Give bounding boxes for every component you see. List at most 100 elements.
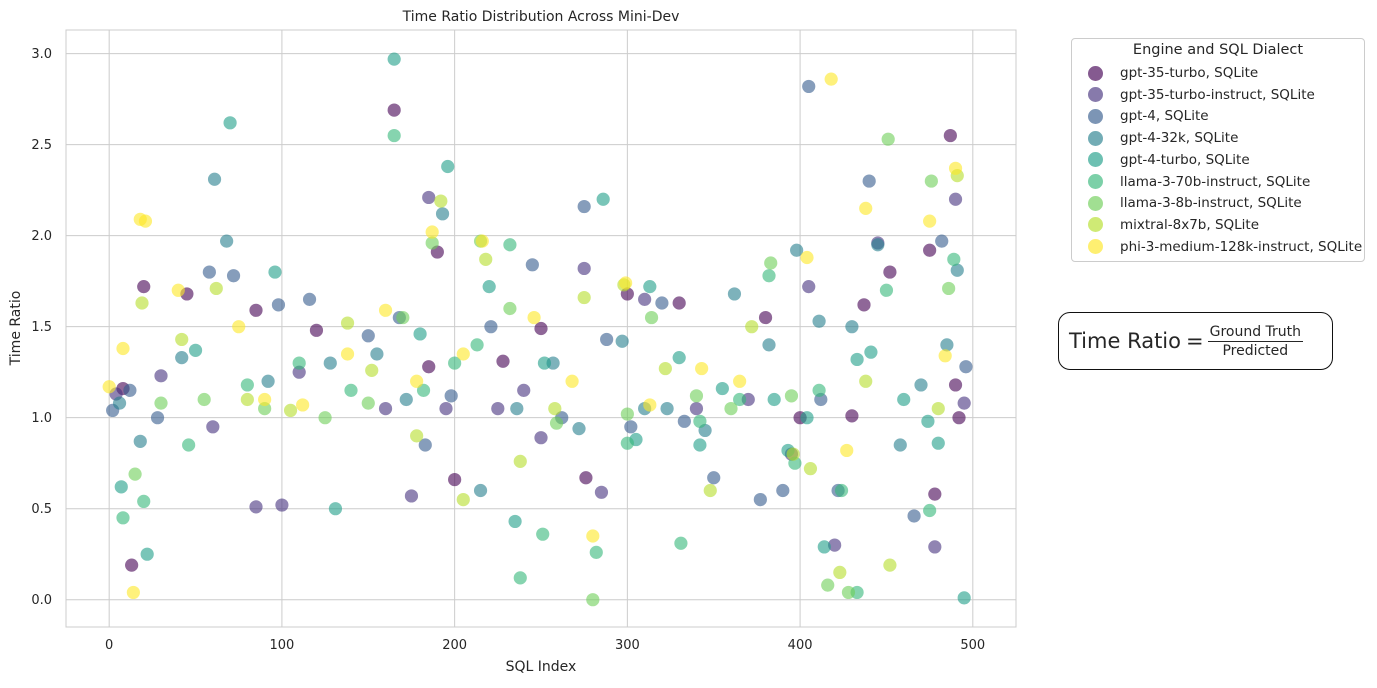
scatter-point (790, 243, 804, 257)
scatter-point (422, 360, 436, 374)
scatter-point (491, 401, 505, 416)
scatter-point (893, 438, 907, 452)
scatter-point (510, 401, 524, 416)
scatter-point (733, 374, 747, 388)
scatter-point (643, 280, 657, 294)
scatter-point (923, 243, 937, 257)
y-tick-label: 2.0 (31, 229, 52, 244)
scatter-point (154, 369, 168, 383)
scatter-point (534, 321, 548, 336)
scatter-point (209, 281, 223, 296)
scatter-point (135, 296, 149, 310)
scatter-point (473, 483, 488, 498)
scatter-point (959, 360, 973, 374)
scatter-point (126, 585, 140, 600)
scatter-point (537, 356, 552, 370)
legend-item: phi-3-medium-128k-instruct, SQLite (1088, 238, 1362, 256)
scatter-point (660, 401, 674, 416)
scatter-point (344, 383, 358, 397)
formula-fraction: Ground Truth Predicted (1207, 324, 1304, 359)
scatter-point (261, 374, 275, 388)
x-tick-label: 400 (788, 638, 813, 653)
scatter-point (154, 396, 168, 410)
scatter-point (361, 329, 375, 343)
scatter-point (133, 434, 147, 448)
scatter-point (857, 298, 871, 312)
scatter-point (188, 343, 203, 357)
scatter-point (410, 429, 424, 443)
legend-label: phi-3-medium-128k-instruct, SQLite (1120, 238, 1363, 255)
scatter-point (800, 250, 814, 265)
scatter-point (292, 365, 306, 379)
scatter-point (907, 509, 921, 523)
scatter-point (577, 199, 591, 214)
legend-marker (1088, 217, 1103, 233)
scatter-point (764, 256, 778, 270)
scatter-point (340, 347, 355, 361)
scatter-point (957, 396, 971, 410)
scatter-point (249, 303, 263, 317)
scatter-point (724, 401, 738, 416)
scatter-point (441, 159, 455, 174)
scatter-point (879, 283, 894, 297)
legend-item: gpt-4-turbo, SQLite (1088, 151, 1250, 169)
y-tick-label: 3.0 (31, 47, 52, 62)
scatter-point (834, 483, 849, 498)
scatter-point (923, 214, 937, 228)
scatter-point (197, 392, 211, 407)
scatter-point (416, 383, 431, 397)
scatter-point (952, 411, 966, 425)
scatter-point (102, 380, 116, 394)
legend-marker (1088, 108, 1103, 124)
scatter-point (435, 207, 450, 221)
scatter-point (674, 536, 688, 550)
scatter-point (643, 398, 657, 412)
scatter-point (240, 378, 254, 392)
formula-lhs: Time Ratio (1069, 329, 1181, 353)
scatter-point (456, 347, 470, 361)
scatter-point (123, 383, 137, 397)
x-tick-labels: 0 100 200 300 400 500 (105, 638, 985, 653)
scatter-point (387, 52, 401, 66)
scatter-point (727, 287, 742, 301)
series-6 (128, 132, 956, 607)
scatter-point (525, 258, 539, 272)
scatter-point (175, 332, 189, 347)
scatter-point (658, 361, 672, 376)
legend-item: mixtral-8x7b, SQLite (1088, 216, 1259, 234)
scatter-point (387, 128, 401, 143)
scatter-point (548, 401, 562, 416)
legend-label: gpt-35-turbo, SQLite (1120, 65, 1259, 81)
scatter-point (644, 310, 659, 325)
scatter-point (258, 401, 272, 416)
scatter-point (871, 238, 885, 252)
scatter-point (207, 172, 222, 186)
scatter-point (116, 341, 130, 356)
scatter-point (707, 471, 721, 485)
scatter-point (171, 283, 185, 297)
legend-marker (1088, 152, 1103, 168)
legend-item: gpt-35-turbo-instruct, SQLite (1088, 86, 1315, 104)
scatter-point (940, 338, 954, 352)
scatter-point (784, 389, 799, 403)
scatter-point (596, 192, 610, 206)
scatter-point (921, 414, 935, 428)
formula-equals: = (1185, 329, 1204, 353)
scatter-point (862, 174, 876, 188)
scatter-point (114, 480, 128, 494)
scatter-point (948, 161, 963, 175)
legend-label: llama-3-70b-instruct, SQLite (1120, 173, 1311, 190)
formula-box: Time Ratio = Ground Truth Predicted (1058, 312, 1333, 370)
scatter-point (448, 356, 462, 370)
scatter-point (577, 261, 591, 276)
scatter-point (396, 310, 410, 325)
legend-label: gpt-4-32k, SQLite (1120, 130, 1239, 147)
scatter-point (786, 447, 800, 461)
scatter-point (513, 454, 527, 468)
legend-item: gpt-4, SQLite (1088, 107, 1209, 125)
scatter-point (817, 540, 831, 554)
scatter-point (302, 292, 317, 306)
scatter-point (475, 234, 489, 248)
scatter-point (619, 276, 633, 290)
scatter-point (938, 349, 952, 363)
